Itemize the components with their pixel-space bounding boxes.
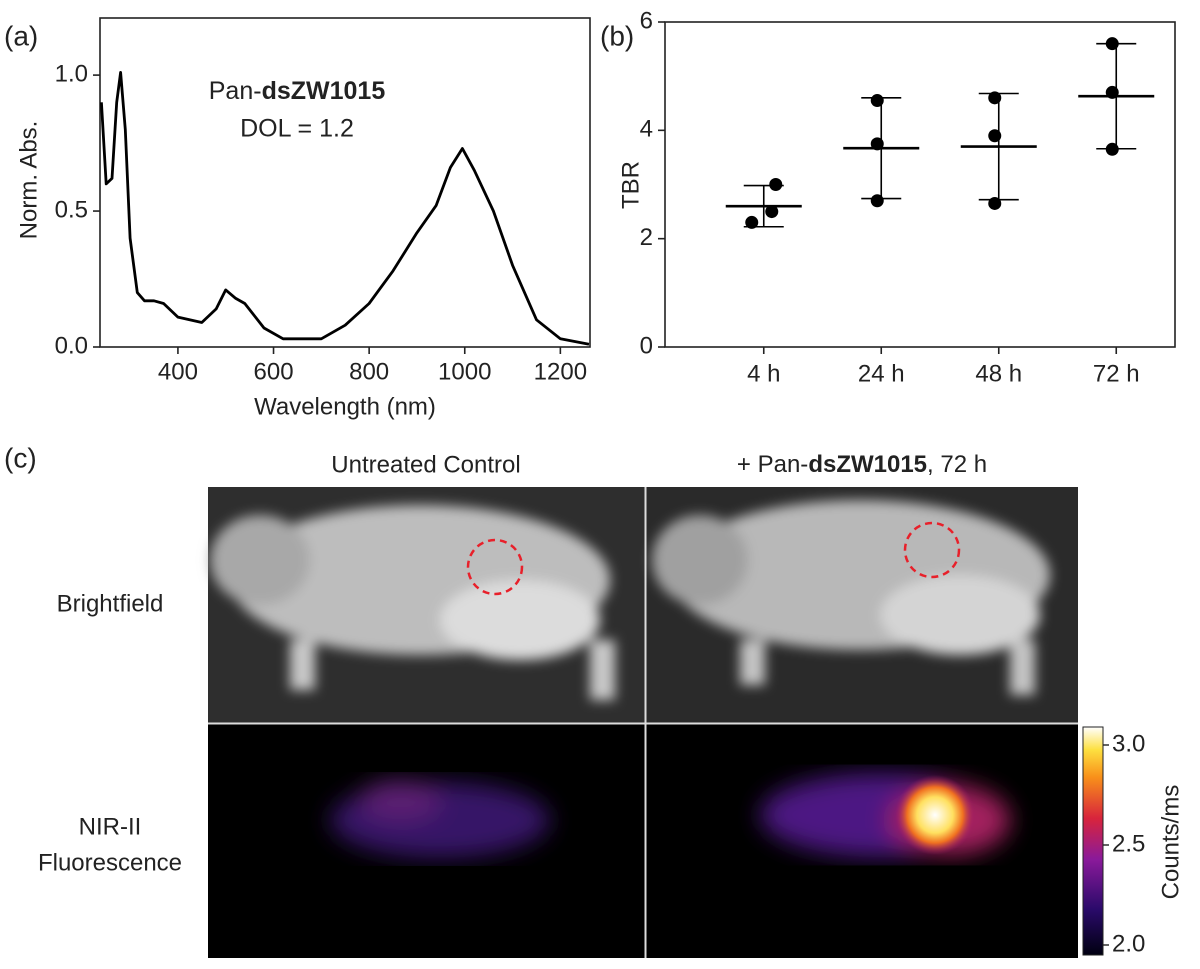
x-tick-label: 600: [254, 358, 294, 385]
y-tick-label: 2: [640, 224, 653, 251]
annotation: Pan-dsZW1015: [209, 77, 386, 105]
x-tick-label: 400: [158, 358, 198, 385]
column-title-text: + Pan-: [737, 451, 808, 478]
mouse: [652, 500, 1050, 695]
data-point: [988, 196, 1002, 210]
panel-label: (c): [4, 442, 37, 473]
colorbar-label: Counts/ms: [1157, 785, 1184, 900]
plot-frame: [99, 17, 591, 348]
panel-label: (b): [600, 20, 634, 51]
colorbar: [1082, 726, 1104, 956]
colorbar-tick-label: 2.0: [1112, 930, 1145, 957]
data-point: [988, 129, 1002, 143]
data-point: [745, 215, 759, 229]
x-tick-label: 1000: [438, 358, 491, 385]
data-point: [870, 137, 884, 151]
y-tick-label: 0.5: [55, 196, 88, 223]
row-label: Brightfield: [57, 590, 164, 617]
x-tick-label: 72 h: [1093, 360, 1140, 387]
annotation-text: Pan-: [209, 77, 262, 105]
signal: [330, 780, 550, 858]
y-tick-label: 1.0: [55, 60, 88, 87]
y-tick-label: 6: [640, 7, 653, 34]
x-axis-label: Wavelength (nm): [254, 393, 436, 420]
mouse: [210, 505, 615, 700]
annotation: DOL = 1.2: [240, 115, 354, 143]
data-point: [765, 205, 779, 219]
y-axis-label: Norm. Abs.: [15, 121, 42, 240]
x-tick-label: 48 h: [975, 360, 1022, 387]
tumor-marker: [466, 538, 524, 596]
brightfield-images: [208, 487, 1078, 723]
colorbar-tick-label: 3.0: [1112, 730, 1145, 757]
row-label: Fluorescence: [38, 849, 182, 876]
column-title-text: , 72 h: [927, 451, 987, 478]
data-point: [1105, 37, 1119, 51]
column-title: Untreated Control: [331, 451, 520, 478]
row-label: NIR-II: [79, 813, 142, 840]
data-point: [1105, 142, 1119, 156]
tumor-marker: [903, 521, 961, 579]
x-tick-label: 800: [349, 358, 389, 385]
data-point: [870, 94, 884, 108]
x-tick-label: 4 h: [747, 360, 780, 387]
y-tick-label: 0.0: [55, 332, 88, 359]
tumor-signal: [895, 775, 975, 855]
fluorescence-images: [208, 487, 1078, 958]
x-tick-label: 1200: [534, 358, 587, 385]
x-tick-label: 24 h: [858, 360, 905, 387]
column-title: + Pan-dsZW1015, 72 h: [737, 451, 987, 478]
annotation-bold: dsZW1015: [262, 77, 386, 105]
y-axis-label: TBR: [617, 161, 644, 209]
y-tick-label: 0: [640, 332, 653, 359]
data-point: [870, 194, 884, 208]
data-point: [1105, 85, 1119, 99]
panel-label: (a): [4, 20, 38, 51]
data-point: [769, 178, 783, 191]
y-tick-label: 4: [640, 116, 653, 143]
colorbar-tick-label: 2.5: [1112, 830, 1145, 857]
column-title-bold: dsZW1015: [808, 451, 927, 478]
spectrum-line: [100, 71, 590, 346]
data-point: [988, 91, 1002, 105]
plot-frame: [664, 21, 1176, 348]
